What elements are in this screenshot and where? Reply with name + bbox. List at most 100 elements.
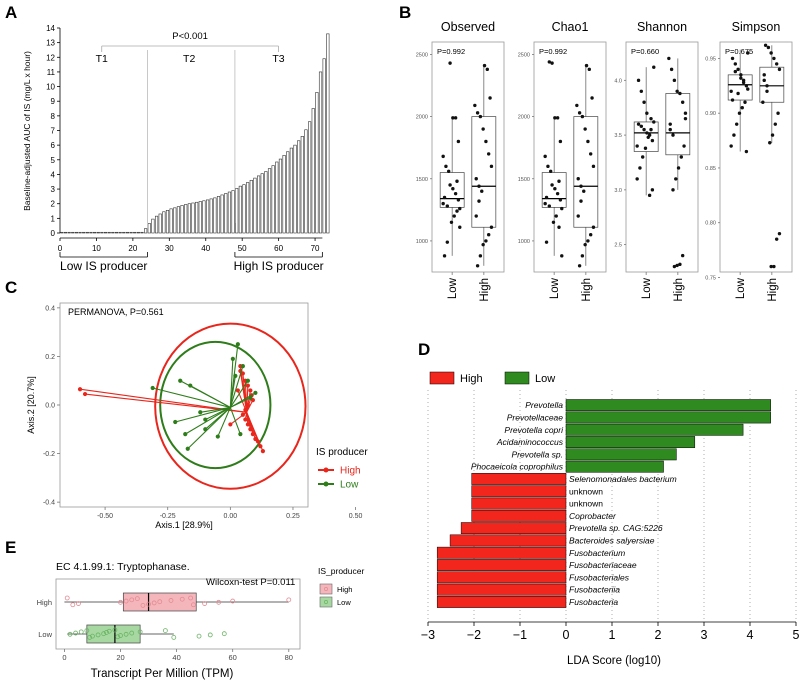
a-x-tick-label: 50: [238, 244, 247, 253]
b-point: [560, 206, 564, 211]
b-point: [473, 103, 477, 108]
a-bar: [246, 182, 250, 234]
b-point: [642, 127, 646, 132]
c-point: [253, 390, 258, 395]
d-legend-key: [504, 371, 530, 385]
b-point: [667, 56, 671, 61]
panel-c: C -0.50 -0.25 0.00 0.25 0.50 -0.4 -0.2 0.0 0.2 0.4…: [5, 278, 368, 530]
b-point: [453, 191, 458, 196]
d-bar-label: Selenomonadales bacterium: [569, 474, 677, 484]
c-spoke: [217, 407, 231, 437]
b-point: [678, 262, 682, 267]
d-bar-label: Fusobacteria: [569, 597, 618, 607]
d-bar-label: Prevotella: [525, 400, 563, 410]
a-bar: [107, 231, 111, 234]
a-bar: [260, 173, 264, 234]
b-point: [777, 231, 782, 236]
b-point: [672, 264, 677, 269]
b-point: [773, 122, 778, 126]
e-x-tick-label: 20: [116, 653, 124, 662]
b-point: [639, 89, 644, 93]
e-title: EC 4.1.99.1: Tryptophanase.: [56, 561, 190, 573]
b-point: [636, 78, 641, 83]
b-point: [733, 69, 738, 74]
e-point: [106, 628, 112, 634]
b-point: [746, 87, 750, 91]
c-point: [198, 410, 203, 415]
b-point: [448, 61, 452, 65]
b-point: [480, 189, 484, 193]
b-facet-frame: [719, 41, 793, 273]
b-point: [489, 225, 494, 229]
b-point: [453, 116, 458, 120]
b-point: [452, 214, 456, 218]
a-bar: [118, 231, 122, 234]
d-bar: [565, 460, 664, 473]
b-x-tick-label: High: [479, 278, 491, 302]
d-bar: [565, 411, 771, 424]
a-y-tick-label: 7: [51, 127, 56, 136]
a-bar: [235, 188, 239, 234]
panel-d: D High Low Prevotella Prevotellaceae Prevotel…: [418, 340, 800, 667]
a-bar: [267, 168, 272, 234]
b-point: [650, 188, 655, 192]
b-facet-frame: [625, 41, 699, 273]
e-point: [118, 599, 123, 605]
a-bar: [257, 175, 261, 234]
a-tertile-label: T2: [183, 53, 195, 65]
b-point: [484, 139, 488, 144]
c-spoke: [229, 407, 241, 435]
b-point: [730, 56, 735, 61]
b-point: [776, 111, 780, 115]
d-bar-label: Fusobacteriales: [569, 572, 630, 582]
b-point: [582, 189, 586, 193]
b-point: [652, 65, 656, 69]
b-point: [770, 133, 775, 137]
b-point: [743, 100, 747, 104]
b-point: [729, 144, 733, 148]
e-point: [230, 598, 236, 604]
b-point: [586, 239, 590, 243]
a-x-tick-label: 30: [165, 244, 174, 253]
b-point: [441, 201, 445, 206]
c-y-tick-label: -0.2: [43, 451, 55, 458]
e-x-tick-label: 40: [172, 653, 180, 662]
c-x-tick-label: 0.50: [349, 513, 363, 520]
b-point: [544, 240, 549, 244]
b-y-tick-label: 2000: [518, 115, 530, 121]
a-bar: [111, 231, 115, 234]
a-group-label-low: Low IS producer: [60, 259, 147, 273]
e-point: [64, 595, 70, 601]
c-spoke: [229, 358, 234, 408]
b-box: [471, 116, 497, 228]
d-bar-label: Prevotellaceae: [507, 412, 564, 422]
b-y-tick-label: 0.90: [705, 111, 716, 117]
c-spoke: [230, 397, 251, 408]
b-point: [551, 220, 556, 224]
b-point: [475, 264, 480, 268]
b-point: [558, 139, 563, 144]
e-point: [112, 627, 118, 633]
c-point: [245, 378, 250, 383]
b-point: [769, 51, 773, 55]
c-point: [203, 417, 208, 422]
e-point: [95, 632, 101, 638]
b-y-tick-label: 1000: [416, 239, 428, 245]
b-point: [580, 254, 585, 258]
b-point: [761, 100, 765, 104]
c-point: [82, 391, 88, 397]
a-bar: [169, 208, 173, 234]
d-bar-label: unknown: [569, 486, 603, 496]
d-x-tick-label: 2: [655, 628, 662, 642]
a-bar: [216, 196, 221, 234]
a-bar: [125, 231, 129, 234]
e-x-tick-label: 80: [285, 653, 293, 662]
b-p-value: P=0.992: [437, 47, 465, 56]
e-point: [84, 628, 90, 634]
b-point: [577, 111, 582, 115]
a-bar: [322, 58, 326, 234]
b-point: [643, 146, 648, 150]
e-legend-title: IS_producer: [318, 566, 364, 576]
b-point: [478, 254, 483, 258]
